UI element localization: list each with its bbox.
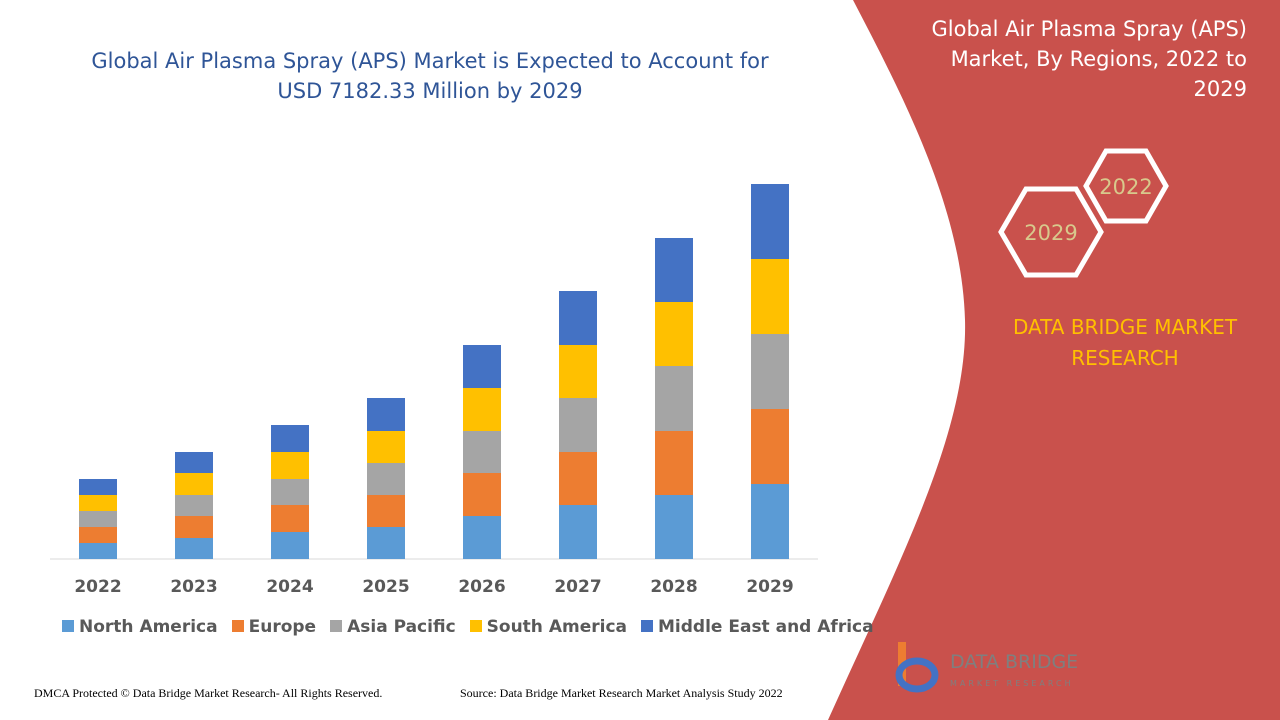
legend-item: Asia Pacific xyxy=(330,617,456,637)
x-tick-label: 2023 xyxy=(170,577,217,597)
bar-segment xyxy=(751,334,789,409)
x-tick-label: 2027 xyxy=(554,577,601,597)
source: Source: Data Bridge Market Research Mark… xyxy=(460,686,783,700)
legend-label: South America xyxy=(486,617,627,637)
legend: North America Europe Asia Pacific South Ame… xyxy=(62,617,874,637)
bar-segment xyxy=(79,527,117,543)
bar-segment xyxy=(751,409,789,484)
legend-label: Europe xyxy=(248,617,317,637)
legend-item: South America xyxy=(469,617,627,637)
bar-segment xyxy=(79,479,117,495)
bar-segment xyxy=(271,479,309,505)
bar-segment xyxy=(271,505,309,532)
bar-segment xyxy=(559,452,597,505)
bar-segment xyxy=(175,452,213,473)
bar-segment xyxy=(271,425,309,452)
bar-segment xyxy=(559,398,597,452)
legend-swatch xyxy=(330,620,343,632)
bar-segment xyxy=(79,511,117,527)
x-tick-label: 2026 xyxy=(458,577,505,597)
legend-item: Middle East and Africa xyxy=(641,617,874,637)
bar-segment xyxy=(79,543,117,559)
hex-label: 2022 xyxy=(1099,175,1152,199)
bar-segment xyxy=(655,495,693,559)
panel-title: Global Air Plasma Spray (APS) Market, By… xyxy=(931,17,1248,101)
x-tick-label: 2029 xyxy=(746,577,793,597)
bar-segment xyxy=(655,366,693,431)
bar-segment xyxy=(559,291,597,345)
legend-swatch xyxy=(231,620,244,632)
bar-segment xyxy=(751,184,789,259)
bar-segment xyxy=(559,505,597,559)
legend-swatch xyxy=(641,620,653,632)
hexagon xyxy=(998,186,1104,278)
legend-swatch xyxy=(469,620,482,632)
hex-label: 2029 xyxy=(1024,221,1077,245)
bar-segment xyxy=(175,538,213,559)
copyright: DMCA Protected © Data Bridge Market Rese… xyxy=(34,686,383,700)
x-tick-label: 2022 xyxy=(74,577,121,597)
bar-segment xyxy=(175,516,213,538)
x-tick-label: 2025 xyxy=(362,577,409,597)
brand: DATA BRIDGE MARKET RESEARCH xyxy=(1012,315,1238,370)
bar-segment xyxy=(367,527,405,559)
bar-segment xyxy=(367,463,405,495)
legend-label: Asia Pacific xyxy=(347,617,456,637)
bar-segment xyxy=(655,431,693,495)
bar-segment xyxy=(271,532,309,559)
logo-name: DATA BRIDGE xyxy=(950,651,1078,673)
legend-item: Europe xyxy=(231,617,317,637)
bar-segment xyxy=(175,473,213,495)
bar-segment xyxy=(79,495,117,511)
chart-title: Global Air Plasma Spray (APS) Market is … xyxy=(91,49,769,103)
legend-item: North America xyxy=(62,617,218,637)
bar-segment xyxy=(175,495,213,516)
bar-segment xyxy=(463,345,501,388)
bar-segment xyxy=(271,452,309,479)
logo-mark xyxy=(895,657,939,693)
bar-segment xyxy=(463,473,501,516)
hexagon xyxy=(1083,148,1169,224)
bar-segment xyxy=(559,345,597,398)
bar-segment xyxy=(463,388,501,431)
logo: DATA BRIDGE MARKET RESEARCH xyxy=(895,642,1078,693)
legend-swatch xyxy=(62,620,74,632)
bar-segment xyxy=(463,516,501,559)
bar-segment xyxy=(367,431,405,463)
side-panel xyxy=(828,0,1280,720)
bar-segment xyxy=(655,238,693,302)
legend-label: North America xyxy=(79,617,218,637)
legend-label: Middle East and Africa xyxy=(658,617,874,637)
bar-segment xyxy=(655,302,693,366)
bar-segment xyxy=(751,259,789,334)
logo-tagline: MARKET RESEARCH xyxy=(950,679,1074,688)
x-tick-label: 2028 xyxy=(650,577,697,597)
x-tick-label: 2024 xyxy=(266,577,313,597)
bar-segment xyxy=(751,484,789,559)
bar-segment xyxy=(463,431,501,473)
bar-segment xyxy=(367,495,405,527)
bar-segment xyxy=(367,398,405,431)
